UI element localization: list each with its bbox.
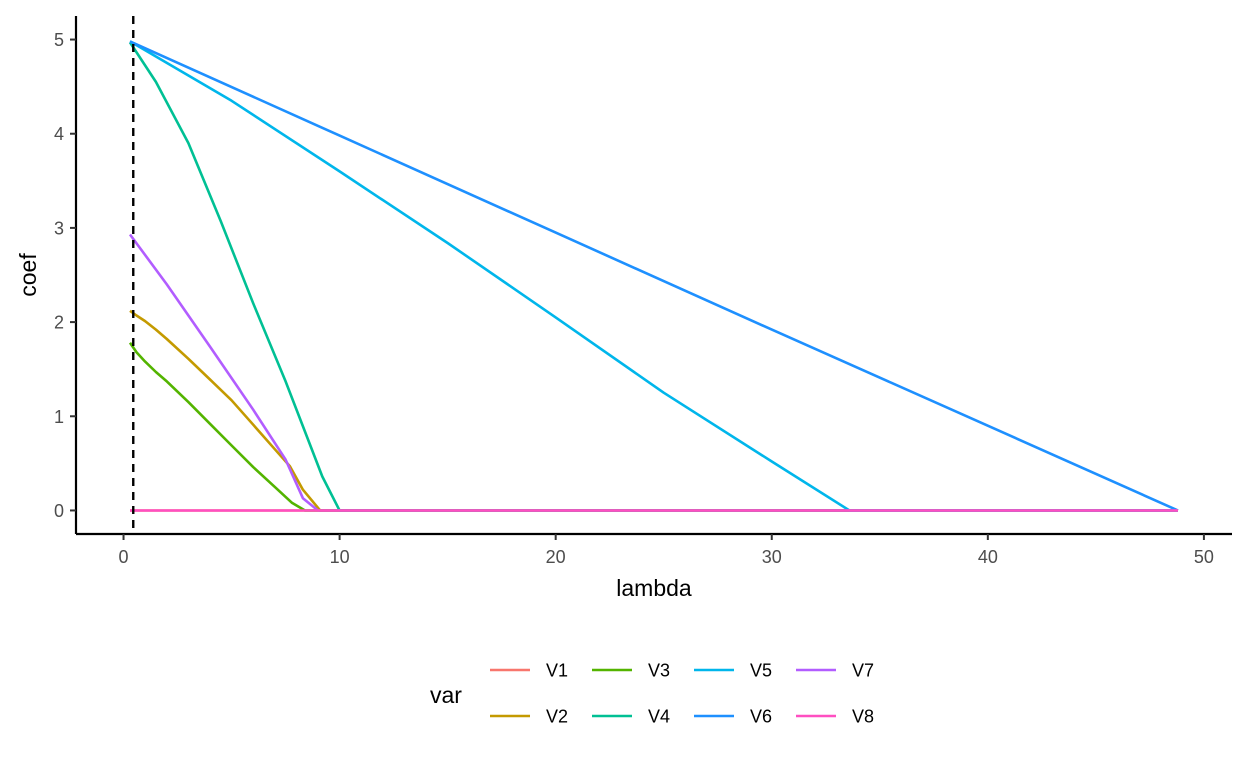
legend-label-v3: V3 xyxy=(648,661,670,681)
legend-label-v6: V6 xyxy=(750,707,772,727)
legend-items: V1 V2 V3 V4 V5 V6 V7 V8 xyxy=(490,661,874,727)
x-tick-label: 20 xyxy=(546,547,566,567)
legend-label-v1: V1 xyxy=(546,661,568,681)
series-line-v3 xyxy=(128,342,1178,512)
y-axis-ticks: 0 1 2 3 4 5 xyxy=(54,30,76,521)
legend-label-v8: V8 xyxy=(852,707,874,727)
x-tick-label: 40 xyxy=(978,547,998,567)
y-tick-label: 0 xyxy=(54,501,64,521)
legend-label-v4: V4 xyxy=(648,707,670,727)
x-tick-label: 50 xyxy=(1194,547,1214,567)
series-line-v6 xyxy=(129,40,1179,512)
series-line-v5 xyxy=(129,40,1178,512)
y-tick-label: 3 xyxy=(54,218,64,238)
y-tick-label: 1 xyxy=(54,407,64,427)
y-tick-label: 4 xyxy=(54,124,64,144)
x-tick-label: 0 xyxy=(119,547,129,567)
legend-label-v7: V7 xyxy=(852,661,874,681)
y-tick-label: 5 xyxy=(54,30,64,50)
legend-label-v5: V5 xyxy=(750,661,772,681)
x-tick-label: 30 xyxy=(762,547,782,567)
series-lines xyxy=(128,40,1179,512)
legend-title: var xyxy=(430,682,462,708)
y-axis-title: coef xyxy=(15,253,41,297)
legend-label-v2: V2 xyxy=(546,707,568,727)
series-line-v7 xyxy=(128,233,1178,512)
series-line-v2 xyxy=(129,309,1178,512)
x-tick-label: 10 xyxy=(330,547,350,567)
y-tick-label: 2 xyxy=(54,313,64,333)
legend: var V1 V2 V3 V4 V5 V6 V7 V8 xyxy=(430,661,874,727)
x-axis-ticks: 0 10 20 30 40 50 xyxy=(119,534,1214,567)
series-line-v4 xyxy=(128,41,1178,512)
x-axis-title: lambda xyxy=(616,575,692,601)
